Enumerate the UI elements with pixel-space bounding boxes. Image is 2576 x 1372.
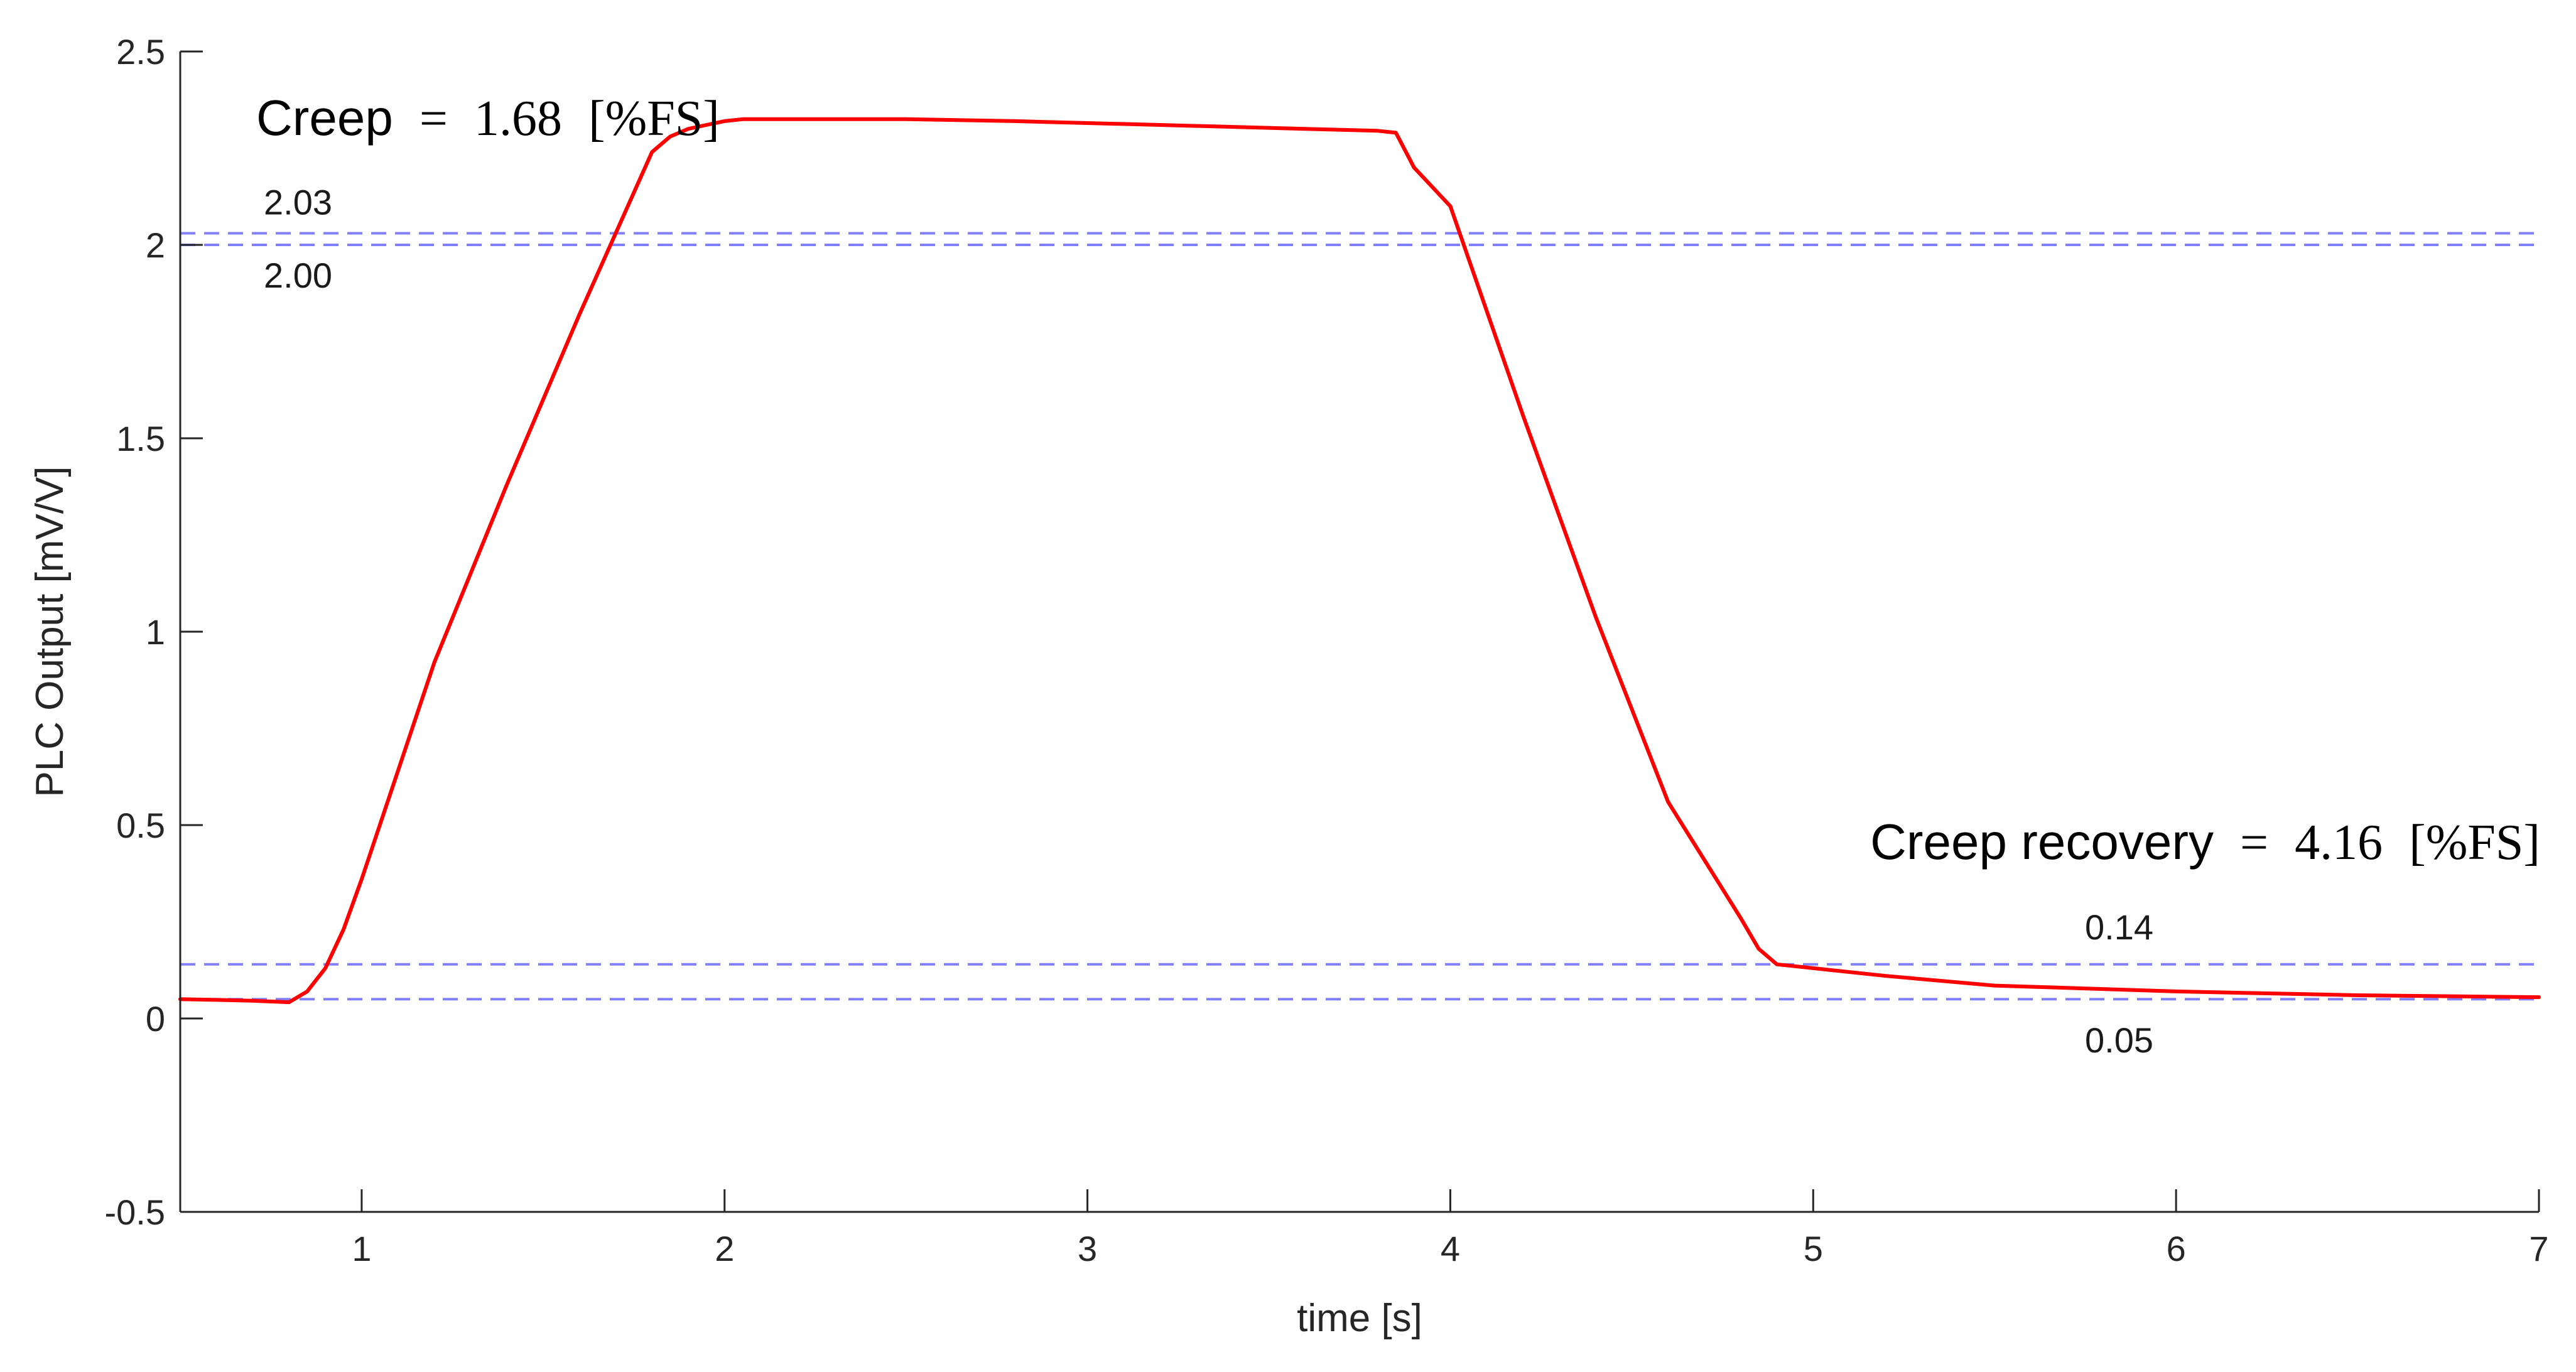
x-axis-label: time [s] (1297, 1297, 1422, 1340)
y-tick-label: 0 (146, 999, 165, 1039)
x-tick-label: 5 (1804, 1229, 1823, 1268)
creep-recovery-annotation-unit: [%FS] (2409, 815, 2540, 870)
y-tick-label: 1.5 (116, 419, 165, 458)
x-tick-label: 6 (2167, 1229, 2186, 1268)
y-tick-label: 1 (146, 612, 165, 652)
y-tick-label: -0.5 (105, 1192, 166, 1232)
reference-line-label: 0.14 (2085, 907, 2153, 947)
reference-lines (180, 232, 2539, 1001)
reference-line-label: 0.05 (2085, 1020, 2153, 1060)
y-axis-label: PLC Output [mV/V] (28, 466, 72, 797)
y-tick-label: 2.5 (116, 32, 165, 72)
creep-recovery-annotation-name: Creep recovery (1870, 814, 2214, 870)
x-tick-label: 2 (715, 1229, 734, 1268)
creep-recovery-annotation-value: 4.16 (2295, 815, 2383, 870)
creep-annotation: Creep = 1.68 [%FS] (256, 90, 720, 146)
creep-annotation-unit: [%FS] (588, 91, 720, 146)
creep-annotation-equals: = (419, 91, 448, 146)
x-tick-label: 1 (352, 1229, 371, 1268)
series-line (178, 117, 2541, 1005)
x-tick-label: 4 (1441, 1229, 1460, 1268)
reference-line-labels: 2.03 2.00 0.14 0.05 (264, 183, 2153, 1061)
creep-recovery-annotation: Creep recovery = 4.16 [%FS] (1870, 814, 2540, 870)
reference-line-label: 2.03 (264, 183, 332, 222)
creep-annotation-value: 1.68 (474, 91, 562, 146)
creep-recovery-annotation-equals: = (2240, 815, 2268, 870)
x-tick-label: 7 (2529, 1229, 2548, 1268)
y-tick-label: 2 (146, 225, 165, 265)
axes: 1 2 3 4 5 6 7 -0.5 0 0.5 1 1.5 2 2.5 (105, 32, 2549, 1268)
creep-annotation-name: Creep (256, 90, 393, 146)
y-tick-label: 0.5 (116, 806, 165, 845)
x-tick-label: 3 (1078, 1229, 1097, 1268)
data-series (178, 117, 2541, 1005)
reference-line-label: 2.00 (264, 256, 332, 295)
